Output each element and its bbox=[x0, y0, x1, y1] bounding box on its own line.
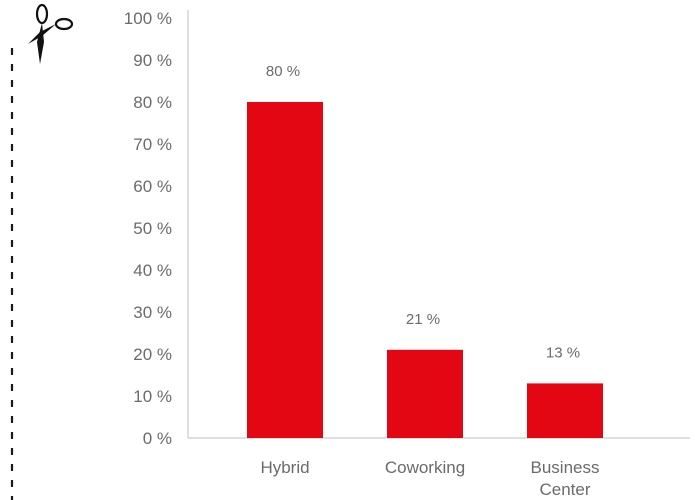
scissors-icon bbox=[28, 3, 74, 64]
chart-bars bbox=[247, 102, 603, 438]
y-tick-label: 30 % bbox=[133, 303, 172, 322]
chart-axes: 0 % 10 % 20 % 30 % 40 % 50 % 60 % 70 % 80 % 90 % 1… bbox=[124, 9, 690, 448]
y-tick-label: 80 % bbox=[133, 93, 172, 112]
chart-labels: 80 % Hybrid 21 % Coworking 13 % Business Cente… bbox=[260, 63, 599, 499]
y-tick-label: 90 % bbox=[133, 51, 172, 70]
y-tick-label: 100 % bbox=[124, 9, 172, 28]
x-category-label: Coworking bbox=[385, 458, 465, 477]
y-tick-label: 40 % bbox=[133, 261, 172, 280]
x-category-label: Business Center bbox=[531, 458, 600, 499]
y-tick-label: 0 % bbox=[143, 429, 172, 448]
y-tick-label: 10 % bbox=[133, 387, 172, 406]
y-tick-label: 50 % bbox=[133, 219, 172, 238]
data-label: 13 % bbox=[546, 344, 580, 361]
bar-business-center bbox=[527, 383, 603, 438]
bar-coworking bbox=[387, 349, 463, 438]
y-tick-label: 60 % bbox=[133, 177, 172, 196]
data-label: 21 % bbox=[406, 311, 440, 328]
data-label: 80 % bbox=[266, 63, 300, 80]
x-category-label: Hybrid bbox=[260, 458, 309, 477]
bar-hybrid bbox=[247, 102, 323, 438]
y-tick-label: 20 % bbox=[133, 345, 172, 364]
y-tick-label: 70 % bbox=[133, 135, 172, 154]
